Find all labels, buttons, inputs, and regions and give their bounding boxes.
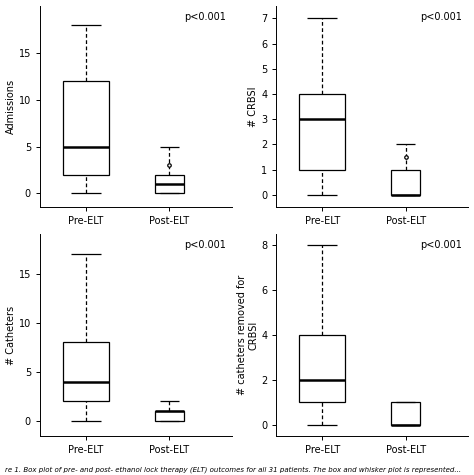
Text: re 1. Box plot of pre- and post- ethanol lock therapy (ELT) outcomes for all 31 : re 1. Box plot of pre- and post- ethanol… bbox=[5, 466, 461, 473]
Bar bbox=[391, 402, 420, 425]
Bar bbox=[155, 411, 184, 421]
Bar bbox=[391, 170, 420, 195]
Y-axis label: # Catheters: # Catheters bbox=[6, 305, 16, 365]
Y-axis label: # catheters removed for
CRBSI: # catheters removed for CRBSI bbox=[237, 275, 258, 395]
Bar bbox=[63, 81, 109, 175]
Y-axis label: Admissions: Admissions bbox=[6, 79, 16, 134]
Text: p<0.001: p<0.001 bbox=[420, 12, 463, 22]
Bar bbox=[155, 175, 184, 193]
Bar bbox=[299, 335, 345, 402]
Text: p<0.001: p<0.001 bbox=[420, 240, 463, 250]
Text: p<0.001: p<0.001 bbox=[184, 240, 226, 250]
Bar bbox=[63, 342, 109, 401]
Y-axis label: # CRBSI: # CRBSI bbox=[248, 86, 258, 127]
Bar bbox=[299, 94, 345, 170]
Text: p<0.001: p<0.001 bbox=[184, 12, 226, 22]
